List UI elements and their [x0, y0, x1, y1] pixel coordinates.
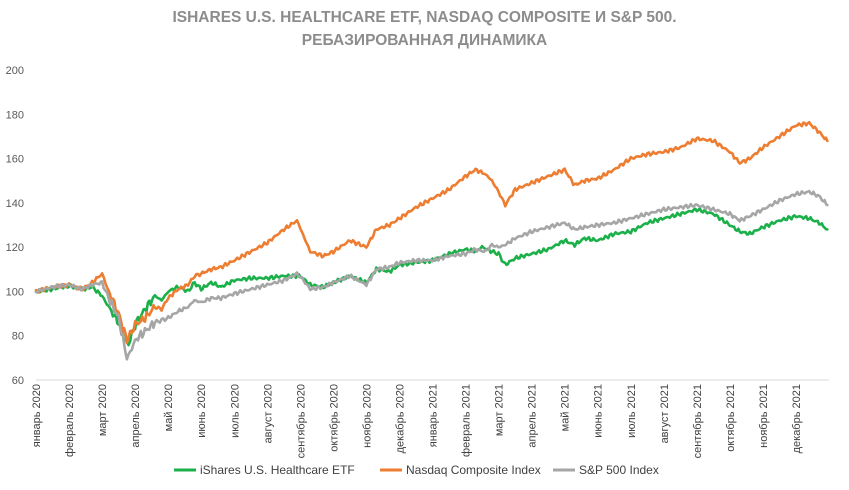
x-tick-label: февраль 2020: [64, 384, 76, 457]
x-tick-label: июнь 2021: [593, 384, 605, 438]
series-group: [34, 120, 829, 361]
x-tick-label: сентябрь 2021: [692, 384, 704, 458]
y-tick-label: 60: [12, 375, 24, 387]
x-tick-label: февраль 2021: [461, 384, 473, 457]
y-tick-label: 80: [12, 331, 24, 343]
y-tick-label: 120: [6, 242, 24, 254]
series-line: [34, 120, 829, 345]
legend: iShares U.S. Healthcare ETF Nasdaq Compos…: [174, 463, 659, 477]
x-tick-label: август 2021: [659, 384, 671, 443]
x-tick-label: октябрь 2020: [328, 384, 340, 452]
x-tick-label: август 2020: [262, 384, 274, 443]
x-tick-label: май 2020: [163, 384, 175, 431]
x-tick-label: июль 2021: [626, 384, 638, 438]
x-tick-label: июль 2020: [229, 384, 241, 438]
y-axis: 200 180 160 140 120 100 80 60: [6, 65, 24, 387]
legend-label: iShares U.S. Healthcare ETF: [200, 463, 355, 477]
legend-label: Nasdaq Composite Index: [406, 463, 541, 477]
series-line: [34, 189, 829, 361]
x-tick-label: апрель 2020: [130, 384, 142, 448]
chart-title: ISHARES U.S. HEALTHCARE ETF, NASDAQ COMP…: [172, 9, 676, 26]
x-tick-label: март 2021: [494, 384, 506, 436]
x-tick-label: сентябрь 2020: [295, 384, 307, 458]
x-tick-label: ноябрь 2021: [758, 384, 770, 448]
x-tick-label: январь 2020: [31, 384, 43, 447]
x-axis: январь 2020 февраль 2020 март 2020 апрель 2…: [31, 384, 803, 458]
x-tick-label: декабрь 2021: [791, 384, 803, 453]
x-tick-label: март 2020: [97, 384, 109, 436]
x-tick-label: январь 2021: [428, 384, 440, 447]
chart-subtitle: РЕБАЗИРОВАННАЯ ДИНАМИКА: [302, 32, 547, 49]
legend-label: S&P 500 Index: [579, 463, 659, 477]
x-tick-label: июнь 2020: [196, 384, 208, 438]
x-tick-label: декабрь 2020: [394, 384, 406, 453]
y-tick-label: 100: [6, 286, 24, 298]
y-tick-label: 180: [6, 109, 24, 121]
x-tick-label: май 2021: [560, 384, 572, 431]
x-tick-label: ноябрь 2020: [361, 384, 373, 448]
y-tick-label: 160: [6, 154, 24, 166]
x-tick-label: октябрь 2021: [725, 384, 737, 452]
x-tick-label: апрель 2021: [527, 384, 539, 448]
y-tick-label: 140: [6, 198, 24, 210]
y-tick-label: 200: [6, 65, 24, 77]
